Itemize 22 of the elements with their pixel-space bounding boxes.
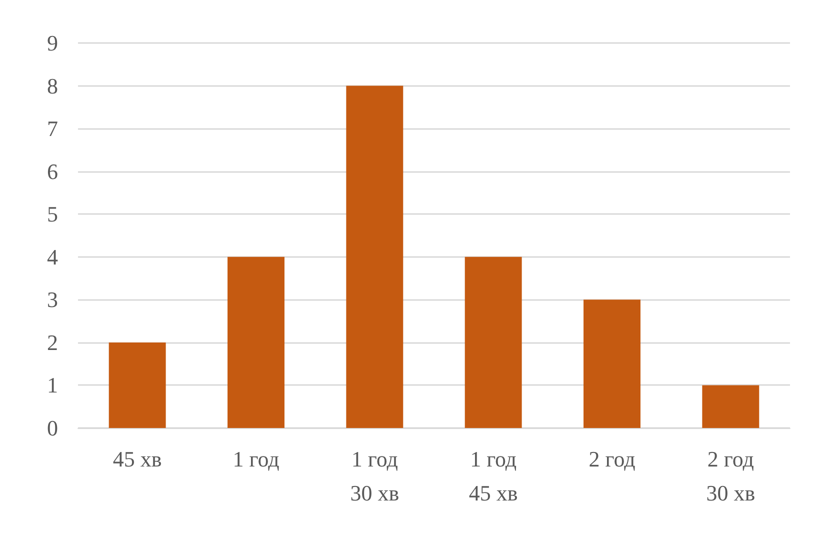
y-tick-label: 7: [47, 116, 58, 142]
bar: [702, 385, 760, 428]
y-tick-label: 8: [47, 73, 58, 98]
y-tick-label: 1: [47, 372, 58, 398]
y-tick-label: 9: [47, 30, 58, 56]
y-tick-label: 6: [47, 158, 58, 184]
bar: [346, 86, 404, 428]
bar: [228, 256, 284, 428]
bar: [584, 300, 640, 428]
bar: [464, 256, 522, 428]
bar: [108, 342, 166, 428]
x-tick-label: 2 год: [588, 446, 636, 472]
y-tick-label: 2: [47, 330, 58, 355]
x-tick-label: 1 год 30 хв: [350, 446, 400, 506]
y-tick-label: 4: [47, 244, 58, 270]
x-tick-label: 1 год 45 хв: [468, 446, 518, 506]
y-tick-label: 0: [47, 416, 58, 440]
x-tick-label: 1 год: [232, 446, 280, 472]
y-tick-label: 5: [47, 202, 58, 227]
x-tick-label: 2 год 30 хв: [706, 446, 756, 506]
y-tick-label: 3: [47, 287, 58, 312]
x-tick-label: 45 хв: [112, 446, 162, 472]
